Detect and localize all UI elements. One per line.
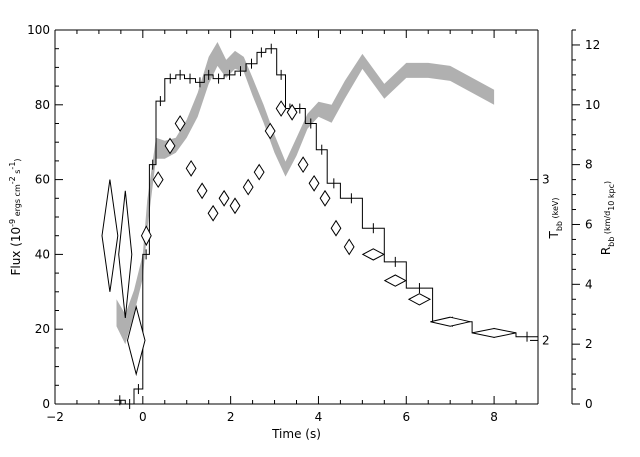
x-tick-label: 2 [227,410,235,424]
radius-band-layer [116,42,495,345]
temperature-diamond [297,156,309,174]
temperature-diamond [126,304,146,377]
radius-tick-label: 12 [585,38,600,52]
temperature-diamond [361,248,385,261]
radius-axis-title-part: (km/d [603,211,612,237]
y-tick-label: 0 [42,397,50,411]
temp-tick-label: 2 [542,333,550,347]
temperature-diamond [308,174,320,192]
radius-axis-title-part: bb [607,237,616,247]
temperature-diamond [275,100,287,117]
temperature-diamond [152,171,164,189]
temperature-diamond [101,179,119,292]
temp-axis-title: Tbb (keV) [547,197,564,239]
temperature-diamond [229,197,241,215]
temperature-diamond [218,189,230,207]
x-tick-label: 6 [402,410,410,424]
flux-axis-title-part: ergs cm [13,184,22,219]
radius-axis-title-part: 10 kpc [607,184,616,211]
flux-axis-title-part: -9 [8,219,17,227]
x-tick-label: 8 [490,410,498,424]
temperature-diamond [343,238,355,256]
x-axis-title: Time (s) [271,427,321,441]
temperature-diamond [242,178,254,196]
flux-axis-title-part: -2 [8,176,17,184]
temperature-diamond [330,219,342,237]
flux-histogram-line [114,48,538,405]
radius-tick-label: 8 [585,158,593,172]
radius-tick-label: 4 [585,277,593,291]
temp-axis-title-part: T [547,231,561,240]
flux-axis-title-part: -1 [8,162,17,170]
temperature-diamond [407,293,432,306]
temperature-diamond [286,103,298,121]
radius-axis-title-part: R [599,247,613,255]
y-tick-label: 80 [35,98,50,112]
flux-axis-title-part: ) [13,158,22,161]
temperature-diamond [253,163,265,181]
radius-tick-label: 0 [585,397,593,411]
y-tick-label: 100 [27,23,50,37]
y-tick-label: 40 [35,247,50,261]
flux-axis-title-part: Flux (10 [9,227,23,276]
y-tick-label: 60 [35,173,50,187]
radius-band [116,42,495,345]
temperature-diamond [430,316,471,327]
x-tick-label: 0 [139,410,147,424]
temperature-diamond [185,159,197,177]
radius-tick-label: 6 [585,217,593,231]
temp-axis-title-part: (keV) [551,197,560,221]
y-tick-label: 20 [35,322,50,336]
x-tick-label: 4 [315,410,323,424]
temperature-diamond [207,204,219,222]
temperature-diamond [174,115,186,132]
temp-axis-title-part: bb [555,221,564,231]
temperature-diamond [383,274,407,287]
temperature-diamond [196,182,208,200]
radius-tick-label: 2 [585,337,593,351]
radius-tick-label: 10 [585,98,600,112]
radius-axis-title-part: ) [603,181,612,184]
temperature-diamond [264,122,276,140]
temperature-diamond [164,137,176,155]
x-tick-label: −2 [46,410,64,424]
flux-histogram-layer [114,43,538,409]
temperature-diamond [471,327,517,338]
flux-axis-title: Flux (10-9 ergs cm-2 s-1) [8,158,23,275]
temperature-diamond [118,190,133,319]
radius-axis-title: Rbb (km/d10 kpc) [599,181,616,255]
temperature-diamond [140,225,152,247]
temperature-diamonds-layer [101,100,517,377]
temperature-diamond [319,189,331,207]
axes-layer [54,29,580,405]
flux-axis-title-part: s [13,170,22,177]
temp-tick-label: 3 [542,173,550,187]
